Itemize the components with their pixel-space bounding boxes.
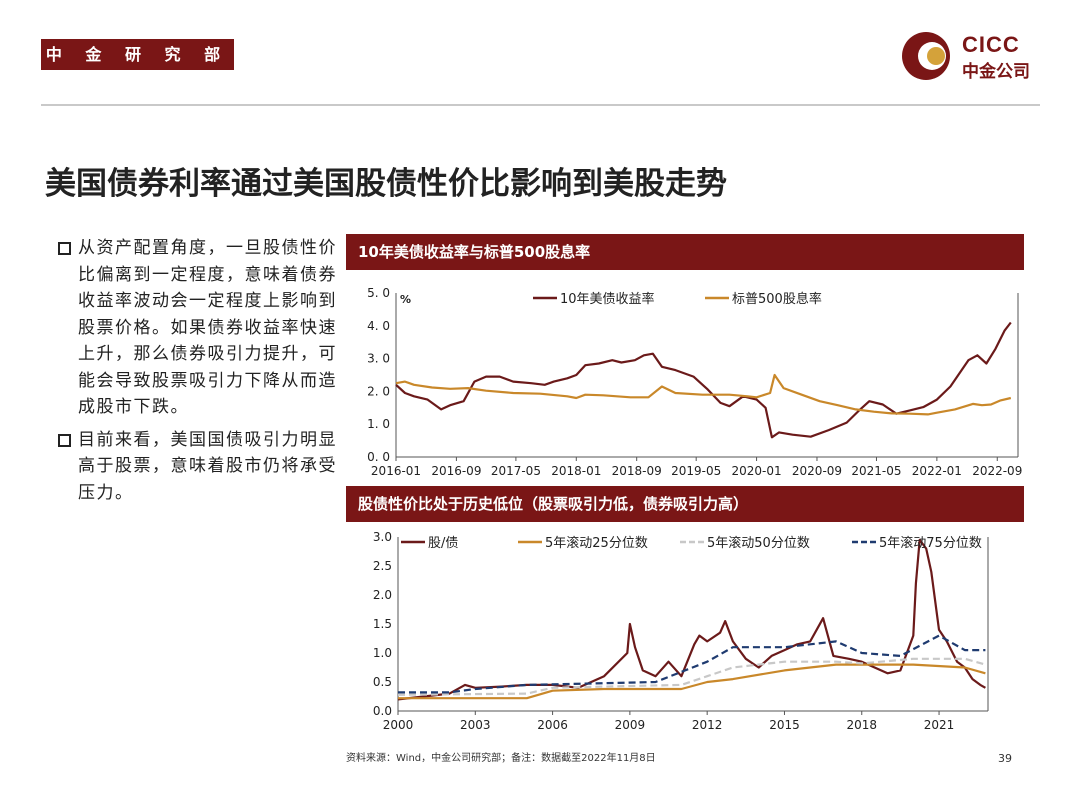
y-tick-label: 3.0: [373, 530, 392, 544]
x-tick-label: 2009: [615, 718, 646, 732]
x-tick-label: 2021: [924, 718, 955, 732]
y-tick-label: 2.5: [373, 559, 392, 573]
y-tick-label: 2.0: [373, 588, 392, 602]
chart2-title: 股债性价比处于历史低位（股票吸引力低，债券吸引力高）: [346, 486, 1024, 522]
x-tick-label: 2021-05: [851, 464, 901, 478]
legend-label-1: 标普500股息率: [732, 291, 822, 307]
bullet-list: 从资产配置角度，一旦股债性价比偏离到一定程度，意味着债券收益率波动会一定程度上影…: [58, 235, 348, 512]
equity-bond-chart: 0.0 0.5 1.0 1.5 2.0 2.5 3.0 2000 2003 2006 2009 201…: [373, 530, 989, 732]
y-tick-label: 0. 0: [367, 450, 390, 464]
y-tick-label: 1. 0: [367, 417, 390, 431]
source-note: 资料来源：Wind，中金公司研究部；备注：数据截至2022年11月8日: [346, 753, 656, 764]
y-tick-label: 0.5: [373, 675, 392, 689]
x-tick-label: 2022-01: [912, 464, 962, 478]
bullet-item: 目前来看，美国国债吸引力明显高于股票，意味着股市仍将承受压力。: [58, 427, 348, 507]
x-tick-label: 2018-01: [551, 464, 601, 478]
x-tick-label: 2016-09: [431, 464, 481, 478]
y-tick-label: 4. 0: [367, 319, 390, 333]
legend-label-2: 5年滚动50分位数: [707, 535, 810, 551]
y-tick-label: 0.0: [373, 704, 392, 718]
page-number: 39: [998, 752, 1012, 765]
department-tag: 中 金 研 究 部: [41, 39, 234, 70]
x-tick-label: 2006: [537, 718, 568, 732]
y-tick-label: 3. 0: [367, 352, 390, 366]
y-tick-label: 1.5: [373, 617, 392, 631]
y-tick-label: 2. 0: [367, 384, 390, 398]
y-unit-label: %: [400, 293, 411, 306]
logo-text-cn: 中金公司: [962, 62, 1030, 82]
y-tick-label: 5. 0: [367, 286, 390, 300]
x-tick-label: 2017-05: [491, 464, 541, 478]
slide-title: 美国债券利率通过美国股债性价比影响到美股走势: [45, 166, 727, 202]
header-divider: [41, 104, 1040, 106]
x-tick-label: 2016-01: [371, 464, 421, 478]
bullet-text: 目前来看，美国国债吸引力明显高于股票，意味着股市仍将承受压力。: [78, 429, 337, 503]
yield-chart: 0. 0 1. 0 2. 0 3. 0 4. 0 5. 0 2016-01 2016-09 20…: [367, 286, 1022, 478]
x-tick-label: 2015: [769, 718, 800, 732]
square-bullet-icon: [58, 242, 71, 255]
legend-label-3: 5年滚动75分位数: [879, 535, 982, 551]
chart1-title: 10年美债收益率与标普500股息率: [346, 234, 1024, 270]
series-line-1: [395, 373, 1012, 416]
cicc-logo: CICC 中金公司: [900, 30, 1040, 82]
logo-text-en: CICC: [962, 32, 1020, 57]
y-tick-label: 1.0: [373, 646, 392, 660]
series-line-1: [398, 663, 986, 700]
x-tick-label: 2018: [846, 718, 877, 732]
x-tick-label: 2020-01: [732, 464, 782, 478]
x-tick-label: 2003: [460, 718, 491, 732]
legend-label-1: 5年滚动25分位数: [545, 535, 648, 551]
cicc-logo-icon: [902, 32, 950, 80]
square-bullet-icon: [58, 433, 71, 447]
legend-label-0: 10年美债收益率: [560, 291, 655, 307]
x-tick-label: 2022-09: [972, 464, 1022, 478]
x-tick-label: 2019-05: [671, 464, 721, 478]
x-tick-label: 2000: [383, 718, 414, 732]
x-tick-label: 2018-09: [612, 464, 662, 478]
legend-label-0: 股/债: [428, 536, 458, 551]
series-line-2: [397, 657, 986, 696]
series-line-0: [397, 538, 986, 701]
series-line-0: [395, 321, 1012, 439]
series-line-3: [398, 634, 986, 694]
x-tick-label: 2012: [692, 718, 723, 732]
bullet-text: 从资产配置角度，一旦股债性价比偏离到一定程度，意味着债券收益率波动会一定程度上影…: [78, 238, 337, 417]
bullet-item: 从资产配置角度，一旦股债性价比偏离到一定程度，意味着债券收益率波动会一定程度上影…: [58, 235, 348, 421]
x-tick-label: 2020-09: [792, 464, 842, 478]
